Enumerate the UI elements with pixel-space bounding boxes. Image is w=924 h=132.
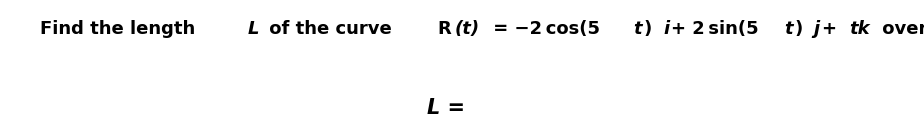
Text: +: + — [821, 20, 843, 38]
Text: Find the length: Find the length — [40, 20, 201, 38]
Text: (t): (t) — [455, 20, 480, 38]
Text: L: L — [249, 20, 260, 38]
Text: j: j — [814, 20, 820, 38]
Text: i: i — [663, 20, 669, 38]
Text: ): ) — [795, 20, 809, 38]
Text: t: t — [633, 20, 642, 38]
Text: tk: tk — [849, 20, 869, 38]
Text: = −2 cos(5: = −2 cos(5 — [487, 20, 601, 38]
Text: ): ) — [644, 20, 659, 38]
Text: + 2 sin(5: + 2 sin(5 — [671, 20, 759, 38]
Text: L =: L = — [427, 98, 465, 118]
Text: R: R — [437, 20, 451, 38]
Text: of the curve: of the curve — [263, 20, 398, 38]
Text: t: t — [784, 20, 793, 38]
Text: over the interval [3, 6].: over the interval [3, 6]. — [876, 20, 924, 38]
